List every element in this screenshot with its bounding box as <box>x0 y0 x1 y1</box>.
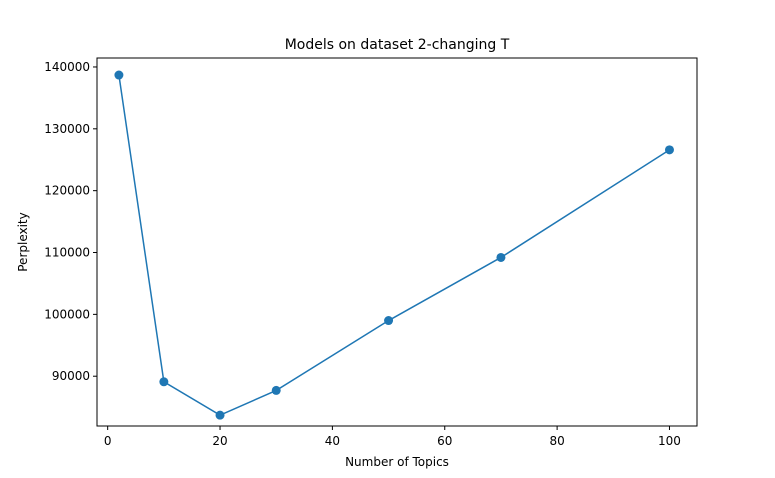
y-tick-label: 130000 <box>44 122 90 136</box>
x-tick-label: 0 <box>104 434 112 448</box>
data-point <box>159 377 169 387</box>
y-tick-label: 120000 <box>44 184 90 198</box>
x-tick-label: 40 <box>325 434 340 448</box>
data-point <box>384 316 394 326</box>
y-axis: 90000 100000 110000 120000 130000 140000 <box>44 60 97 383</box>
data-point <box>664 145 674 155</box>
data-point <box>271 385 281 395</box>
y-tick-label: 90000 <box>52 369 90 383</box>
x-axis: 0 20 40 60 80 100 <box>104 426 681 448</box>
x-tick-label: 20 <box>212 434 227 448</box>
data-point <box>215 410 225 420</box>
x-tick-label: 100 <box>658 434 681 448</box>
data-point <box>496 252 506 262</box>
plot-area <box>114 70 674 420</box>
y-axis-label: Perplexity <box>16 212 30 272</box>
x-axis-label: Number of Topics <box>345 455 449 469</box>
y-tick-label: 140000 <box>44 60 90 74</box>
y-tick-label: 100000 <box>44 307 90 321</box>
x-tick-label: 60 <box>437 434 452 448</box>
y-tick-label: 110000 <box>44 246 90 260</box>
chart-title: Models on dataset 2-changing T <box>285 37 510 53</box>
x-tick-label: 80 <box>549 434 564 448</box>
plot-frame <box>96 57 698 427</box>
data-point <box>114 70 124 80</box>
